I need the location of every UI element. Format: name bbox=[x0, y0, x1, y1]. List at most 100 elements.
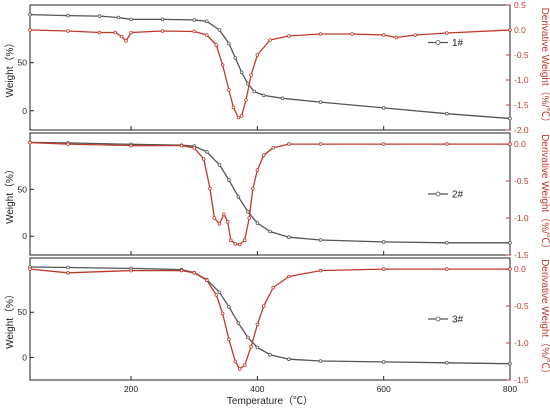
y2-tick-label: -2.0 bbox=[514, 125, 529, 135]
x-tick-label: 800 bbox=[503, 384, 517, 394]
derivative-weight-point bbox=[229, 238, 233, 243]
derivative-weight-point bbox=[113, 30, 118, 35]
derivative-weight-point bbox=[66, 29, 70, 33]
derivative-weight-point bbox=[237, 367, 242, 371]
legend-label: 1# bbox=[452, 38, 464, 49]
y-tick-label: 0 bbox=[22, 352, 27, 362]
derivative-weight-point bbox=[236, 115, 241, 120]
weight-point bbox=[236, 321, 241, 325]
weight-point bbox=[227, 178, 231, 182]
derivative-weight-point bbox=[205, 33, 209, 37]
derivative-weight-point bbox=[261, 153, 266, 158]
weight-point bbox=[205, 19, 209, 24]
y2-tick-label: 0.0 bbox=[514, 264, 526, 274]
y2-tick-label: -0.5 bbox=[514, 301, 529, 311]
weight-point bbox=[217, 163, 222, 167]
derivative-weight-point bbox=[233, 359, 238, 364]
derivative-weight-point bbox=[179, 143, 184, 148]
plot-frame-3 bbox=[29, 257, 511, 381]
weight-point bbox=[255, 345, 260, 350]
legend-label: 3# bbox=[452, 315, 464, 326]
derivative-weight-point bbox=[220, 63, 225, 67]
plot-frame-1 bbox=[29, 4, 511, 131]
derivative-weight-point bbox=[508, 267, 512, 271]
y-tick-label: 0 bbox=[22, 231, 27, 241]
weight-point bbox=[116, 15, 121, 20]
y2-tick-label: -0.5 bbox=[514, 176, 529, 186]
weight-point bbox=[233, 56, 238, 60]
weight-point bbox=[97, 14, 102, 18]
legend-marker bbox=[435, 316, 441, 322]
weight-point bbox=[444, 241, 449, 245]
derivative-weight-point bbox=[239, 114, 244, 118]
y-tick-label: 50 bbox=[18, 58, 28, 68]
weight-point bbox=[444, 111, 449, 116]
weight-point bbox=[268, 229, 272, 234]
derivative-weight-point bbox=[233, 242, 238, 246]
weight-point bbox=[227, 304, 231, 309]
weight-point bbox=[246, 210, 250, 214]
derivative-weight-point bbox=[381, 33, 386, 37]
weight-line bbox=[29, 13, 511, 120]
derivative-weight-point bbox=[242, 238, 247, 243]
derivative-weight-point bbox=[249, 344, 253, 349]
derivative-weight-point bbox=[251, 186, 255, 191]
derivative-weight-point bbox=[192, 29, 197, 34]
derivative-weight-point bbox=[220, 311, 225, 316]
derivative-weight-point bbox=[28, 267, 32, 271]
weight-point bbox=[318, 238, 323, 242]
derivative-weight-point bbox=[222, 212, 226, 217]
derivative-weight-point bbox=[287, 142, 291, 146]
derivative-weight-point bbox=[444, 142, 449, 146]
derivative-weight-point bbox=[66, 270, 70, 275]
weight-point bbox=[66, 13, 70, 18]
weight-point bbox=[205, 150, 209, 154]
weight-point bbox=[287, 357, 291, 362]
weight-point bbox=[318, 100, 323, 104]
derivative-weight-point bbox=[28, 28, 32, 32]
derivative-weight-point bbox=[244, 98, 248, 102]
derivative-weight-point bbox=[249, 73, 253, 77]
derivative-weight-point bbox=[381, 267, 386, 271]
weight-point bbox=[261, 93, 266, 98]
derivative-weight-point bbox=[237, 242, 242, 247]
derivative-weight-point bbox=[444, 267, 449, 271]
derivative-weight-point bbox=[225, 219, 230, 224]
weight-point bbox=[192, 18, 197, 22]
derivative-weight-point bbox=[508, 142, 512, 146]
y2-tick-label: -1.0 bbox=[514, 75, 529, 85]
y2-tick-label: -1.5 bbox=[514, 375, 529, 385]
weight-point bbox=[255, 221, 260, 225]
weight-point bbox=[246, 335, 250, 340]
weight-point bbox=[381, 360, 386, 364]
y2-tick-label: -1.0 bbox=[514, 213, 529, 223]
y2-axis-title: Derivative Weight（%/℃） bbox=[539, 8, 550, 128]
weight-point bbox=[381, 240, 386, 244]
x-axis-title: Temperature（℃） bbox=[227, 395, 313, 407]
weight-point bbox=[217, 28, 222, 32]
weight-point bbox=[252, 89, 257, 94]
derivative-weight-point bbox=[205, 278, 209, 283]
derivative-weight-line bbox=[29, 29, 511, 119]
y-tick-label: 50 bbox=[18, 184, 28, 194]
derivative-weight-point bbox=[261, 304, 266, 308]
legend-marker bbox=[435, 191, 441, 197]
weight-point bbox=[508, 116, 512, 121]
derivative-weight-point bbox=[271, 285, 276, 290]
weight-point bbox=[381, 106, 386, 110]
derivative-weight-point bbox=[287, 34, 291, 38]
legend-label: 2# bbox=[452, 190, 464, 201]
legend-marker bbox=[435, 40, 441, 45]
weight-point bbox=[217, 290, 222, 295]
weight-point bbox=[444, 360, 449, 365]
weight-point bbox=[236, 195, 241, 199]
derivative-weight-point bbox=[394, 35, 399, 40]
derivative-weight-point bbox=[247, 216, 252, 220]
x-tick-label: 600 bbox=[377, 384, 391, 394]
derivative-weight-point bbox=[271, 146, 276, 150]
derivative-weight-point bbox=[160, 29, 165, 33]
y2-tick-label: -1.5 bbox=[514, 100, 529, 110]
derivative-weight-point bbox=[413, 33, 418, 37]
derivative-weight-point bbox=[119, 34, 124, 39]
weight-point bbox=[227, 41, 231, 46]
